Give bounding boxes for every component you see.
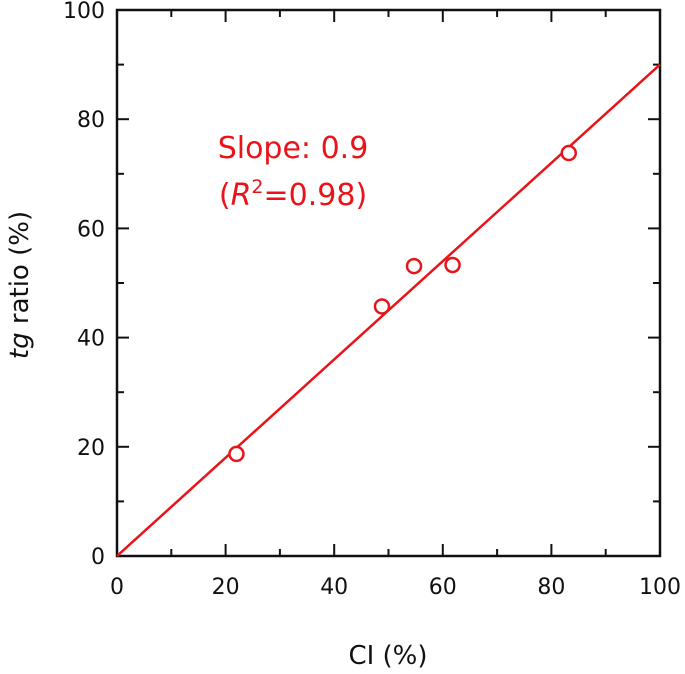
slope-annotation: Slope: 0.9 [218, 131, 369, 166]
x-tick-label: 60 [429, 575, 457, 600]
r2-symbol: R [231, 178, 252, 213]
x-axis-label: CI (%) [348, 641, 427, 671]
data-point [560, 144, 578, 162]
r2-superscript: 2 [251, 176, 263, 198]
y-tick-label: 40 [77, 327, 105, 352]
data-point [444, 256, 461, 274]
r-squared-annotation: (R2=0.98) [219, 176, 367, 213]
y-tick-label: 60 [77, 217, 105, 242]
plot-frame [115, 8, 662, 558]
y-tick-label: 20 [77, 436, 105, 461]
x-tick-label: 20 [212, 575, 240, 600]
y-tick-label: 0 [91, 545, 105, 570]
x-tick-label: 100 [639, 575, 681, 600]
data-point [228, 445, 245, 463]
r2-value: =0.98) [264, 178, 368, 213]
y-axis-label-italic: tg [5, 332, 35, 359]
y-axis-label-rest: ratio (%) [5, 211, 35, 332]
x-tick-label: 0 [110, 575, 124, 600]
x-tick-label: 80 [537, 575, 565, 600]
r2-open-paren: ( [219, 178, 231, 213]
plot-area: 0 20 40 60 80 100 0 20 40 60 80 100 [63, 0, 681, 600]
data-point [405, 257, 423, 275]
y-tick-label: 80 [77, 108, 105, 133]
y-tick-label: 100 [63, 0, 105, 24]
y-axis-label: tg ratio (%) [5, 211, 35, 359]
data-point [373, 298, 391, 315]
x-tick-label: 40 [320, 575, 348, 600]
